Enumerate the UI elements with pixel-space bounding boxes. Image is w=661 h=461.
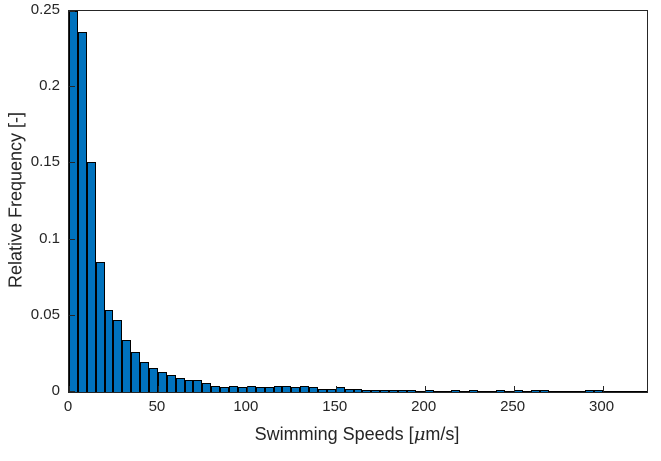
histogram-bar [433,391,443,392]
histogram-bar [602,391,612,392]
histogram-bar [149,367,158,392]
y-tick-mark [69,314,75,316]
histogram-bar [451,390,461,392]
histogram-bar [211,385,221,392]
x-axis-label-suffix: m/s] [425,424,460,444]
x-tick-mark [602,386,604,392]
y-tick-mark [69,162,75,164]
histogram-bar [522,391,532,392]
histogram-bar [460,391,470,392]
histogram-bar [575,391,585,392]
histogram-bar [469,390,479,392]
x-tick-mark [335,386,337,392]
y-tick-mark [69,391,75,392]
y-tick-label: 0.2 [39,77,60,95]
histogram-bar [95,262,105,392]
x-tick-label: 100 [233,398,259,415]
histogram-bar [620,391,630,392]
histogram-bar [157,372,167,392]
histogram-bar [184,379,194,392]
y-tick-label: 0.25 [30,1,60,18]
histogram-bar [424,390,434,392]
histogram-bar [629,391,639,392]
histogram-bar [202,382,212,392]
histogram-bar [540,390,550,392]
histogram-bar [104,309,114,392]
histogram-bar [140,361,150,392]
histogram-bar [220,387,230,392]
histogram-bar [513,390,523,392]
histogram-bar [584,390,594,392]
histogram-bar [229,385,238,392]
histogram-bar [264,387,274,392]
plot-area [68,10,648,393]
x-tick-label: 50 [148,398,166,415]
histogram-bar [113,320,123,392]
histogram-bar [531,390,541,392]
histogram-bar [380,390,390,392]
histogram-bar [495,390,505,392]
histogram-bar [362,390,372,392]
histogram-bar [69,11,78,392]
y-tick-mark [69,238,75,240]
histogram-bar [389,390,398,392]
y-axis-label: Relative Frequency [-] [5,111,26,289]
x-tick-mark [69,386,70,392]
x-tick-label: 0 [63,398,73,415]
histogram-bar [611,391,621,392]
x-tick-mark [246,386,248,392]
histogram-bar [255,387,265,392]
histogram-bar [335,387,345,392]
histogram-bar [273,385,283,392]
histogram-bar [282,385,292,392]
histogram-bar [86,161,96,392]
histogram-bar [442,391,452,392]
histogram-bar [415,391,425,392]
histogram-bar [291,387,301,392]
histogram-bar [246,385,256,392]
histogram-bar [566,391,576,392]
y-tick-label: 0.15 [30,153,60,171]
histogram-bar [593,390,603,392]
histogram-bar [237,387,247,392]
y-tick-mark [69,86,75,88]
y-tick-mark [69,11,75,12]
y-tick-label: 0.05 [30,305,60,323]
histogram-bar [353,388,363,392]
x-tick-mark [157,386,159,392]
histogram-bar [486,391,496,392]
histogram-bar [326,388,336,392]
x-tick-mark [513,386,515,392]
x-axis-label: Swimming Speeds [μm/s] [68,424,646,445]
histogram-bar [193,379,203,392]
histogram-bar [131,352,141,392]
histogram-bar [77,32,87,392]
histogram-bar [638,391,647,392]
x-tick-label: 300 [589,398,615,415]
y-tick-label: 0 [51,382,60,399]
histogram-bar [558,391,567,392]
mu-symbol: μ [413,424,426,445]
histogram-bar [166,375,176,392]
histogram-bar [300,385,310,392]
histogram-bar [504,391,514,392]
x-axis-label-prefix: Swimming Speeds [ [254,424,414,444]
histogram-bar [317,388,327,392]
histogram-bar [549,391,559,392]
x-tick-label: 150 [322,398,348,415]
y-tick-label: 0.1 [39,229,60,247]
histogram-bar [309,387,318,392]
x-tick-label: 250 [500,398,526,415]
histogram-bar [122,340,132,392]
histogram-bar [478,391,487,392]
histogram-bar [406,390,416,392]
x-tick-mark [424,386,426,392]
histogram-bar [175,378,185,392]
histogram-bar [371,390,381,392]
histogram-bar [344,388,354,392]
histogram-bar [398,390,407,392]
x-tick-label: 200 [411,398,437,415]
